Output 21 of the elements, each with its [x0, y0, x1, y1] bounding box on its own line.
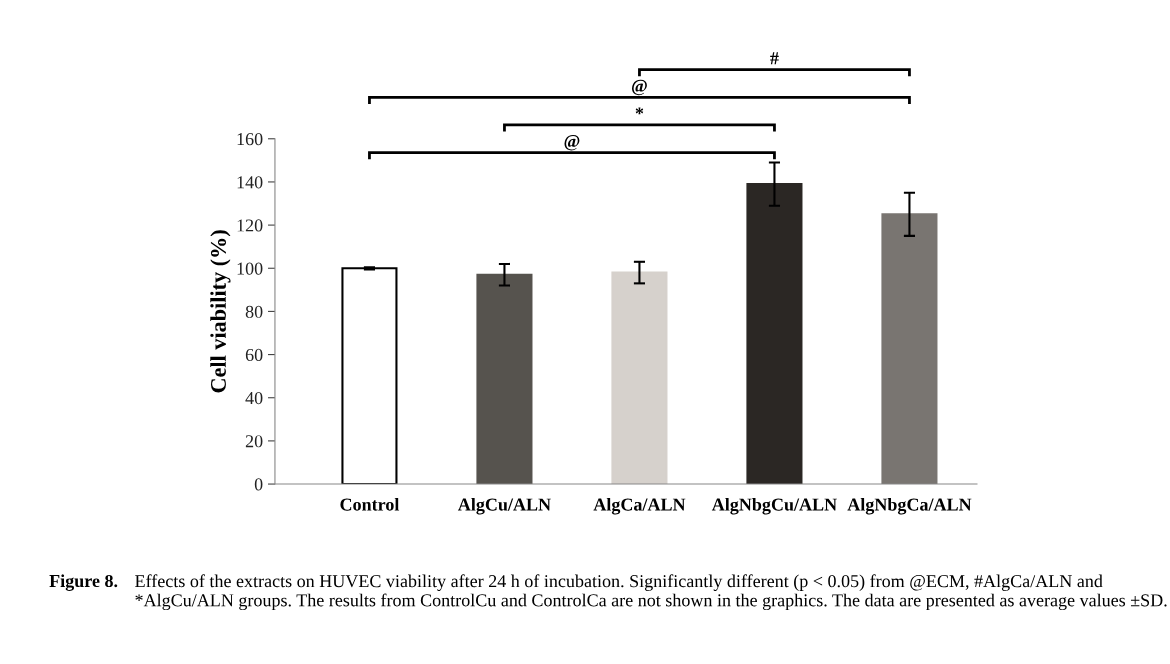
text: @ [631, 79, 647, 96]
y-tick-label: 160 [237, 133, 263, 146]
x-tick-label: AlgNbgCa/ALN [847, 497, 972, 515]
y-tick-label: 80 [245, 305, 263, 318]
y-tick-label: 120 [237, 219, 263, 232]
y-tick-label: 0 [254, 478, 263, 491]
caption: Figure 8. [49, 574, 118, 591]
x-tick-label: Control [340, 497, 400, 511]
annotation: @ [564, 134, 580, 151]
x-tick-label: AlgNbgCu/ALN [711, 497, 837, 515]
y-tick-label: 60 [245, 348, 263, 362]
y-axis-title: Cell viability (%) [210, 230, 231, 393]
text: # [770, 52, 779, 65]
text: Effects of the extracts on HUVEC viability after 24 h of incubation. Significantly different (p < 0.05) from @ECM, #AlgCa/ALN and *AlgCu/ALN groups. The results from ControlCu and ControlCa are not shown in the graphics. The data are presented as average values ±SD. [135, 574, 1167, 611]
y-tick-label: 100 [237, 262, 263, 275]
text: * [635, 107, 644, 115]
x-tick-label: AlgCa/ALN [593, 497, 686, 515]
y-tick-label: 40 [245, 391, 263, 405]
x-tick-label: AlgCu/ALN [457, 497, 551, 515]
y-tick-label: 20 [245, 435, 263, 448]
y-tick-label: 140 [237, 176, 263, 189]
